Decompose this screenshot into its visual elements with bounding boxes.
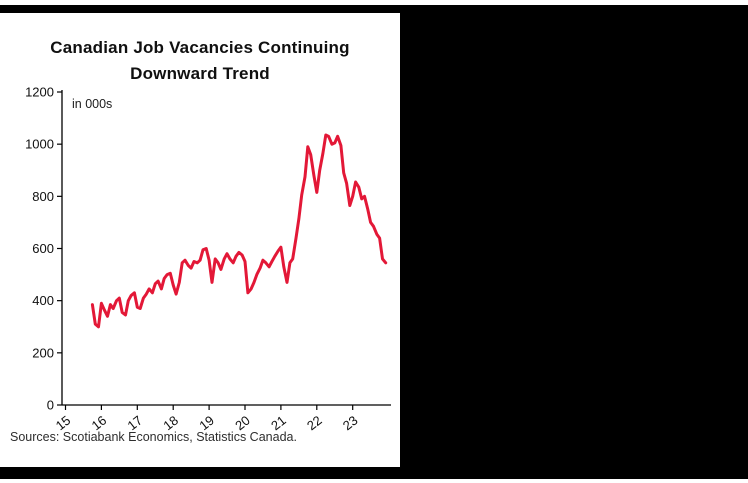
- bottom-border: [0, 467, 748, 479]
- y-tick-label: 800: [32, 189, 54, 204]
- y-tick-label: 400: [32, 293, 54, 308]
- y-tick-label: 0: [47, 398, 54, 413]
- right-background-panel: [400, 5, 748, 479]
- y-tick-label: 200: [32, 345, 54, 360]
- x-tick-label: 23: [340, 413, 361, 434]
- chart-panel: 0 200 400 600 800 1000 1200 15 16 17 18 19 20 21 22 23 …: [0, 13, 400, 467]
- series-line-job-vacancies-000s: [90, 133, 388, 329]
- top-border: [0, 5, 748, 13]
- y-tick-label: 1000: [25, 137, 54, 152]
- y-tick-label: 1200: [25, 85, 54, 100]
- units-label: in 000s: [72, 97, 113, 111]
- chart-title: Canadian Job Vacancies Continuing Downwa…: [50, 38, 350, 83]
- y-tick-label: 600: [32, 241, 54, 256]
- sources-note: Sources: Scotiabank Economics, Statistic…: [10, 430, 297, 444]
